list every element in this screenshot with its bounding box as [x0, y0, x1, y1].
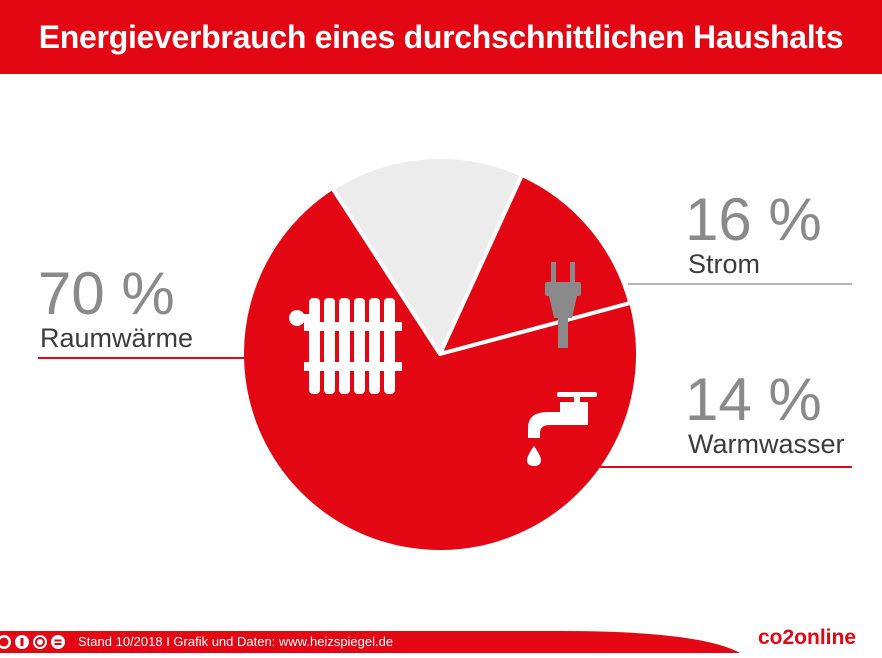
- by-icon: [15, 635, 29, 649]
- pct-label-raumwaerme: 70 %: [38, 260, 175, 327]
- page-title: Energieverbrauch eines durchschnittliche…: [38, 19, 844, 55]
- title-bar: [0, 0, 882, 74]
- nc-icon: [33, 635, 47, 649]
- footer-band: [0, 631, 740, 653]
- radiator-icon: [289, 298, 402, 394]
- category-label-strom: Strom: [688, 249, 760, 279]
- license-icons: [0, 631, 70, 653]
- category-label-raumwaerme: Raumwärme: [40, 323, 193, 353]
- pct-label-strom: 16 %: [685, 186, 822, 253]
- footer-credits: Stand 10/2018 I Grafik und Daten: www.he…: [78, 634, 394, 649]
- pie-slice-warmwasser: [438, 172, 633, 356]
- nd-icon: [51, 635, 65, 649]
- plug-icon: [545, 262, 581, 348]
- faucet-icon: [527, 392, 597, 466]
- brand-logo-part1: co: [757, 626, 783, 649]
- pie-slice-strom: [330, 155, 525, 356]
- cc-icon: [0, 635, 11, 649]
- category-label-warmwasser: Warmwasser: [688, 429, 845, 459]
- pct-label-warmwasser: 14 %: [685, 366, 822, 433]
- brand-logo: co2online: [758, 624, 856, 652]
- brand-logo-part2: 2online: [782, 626, 856, 649]
